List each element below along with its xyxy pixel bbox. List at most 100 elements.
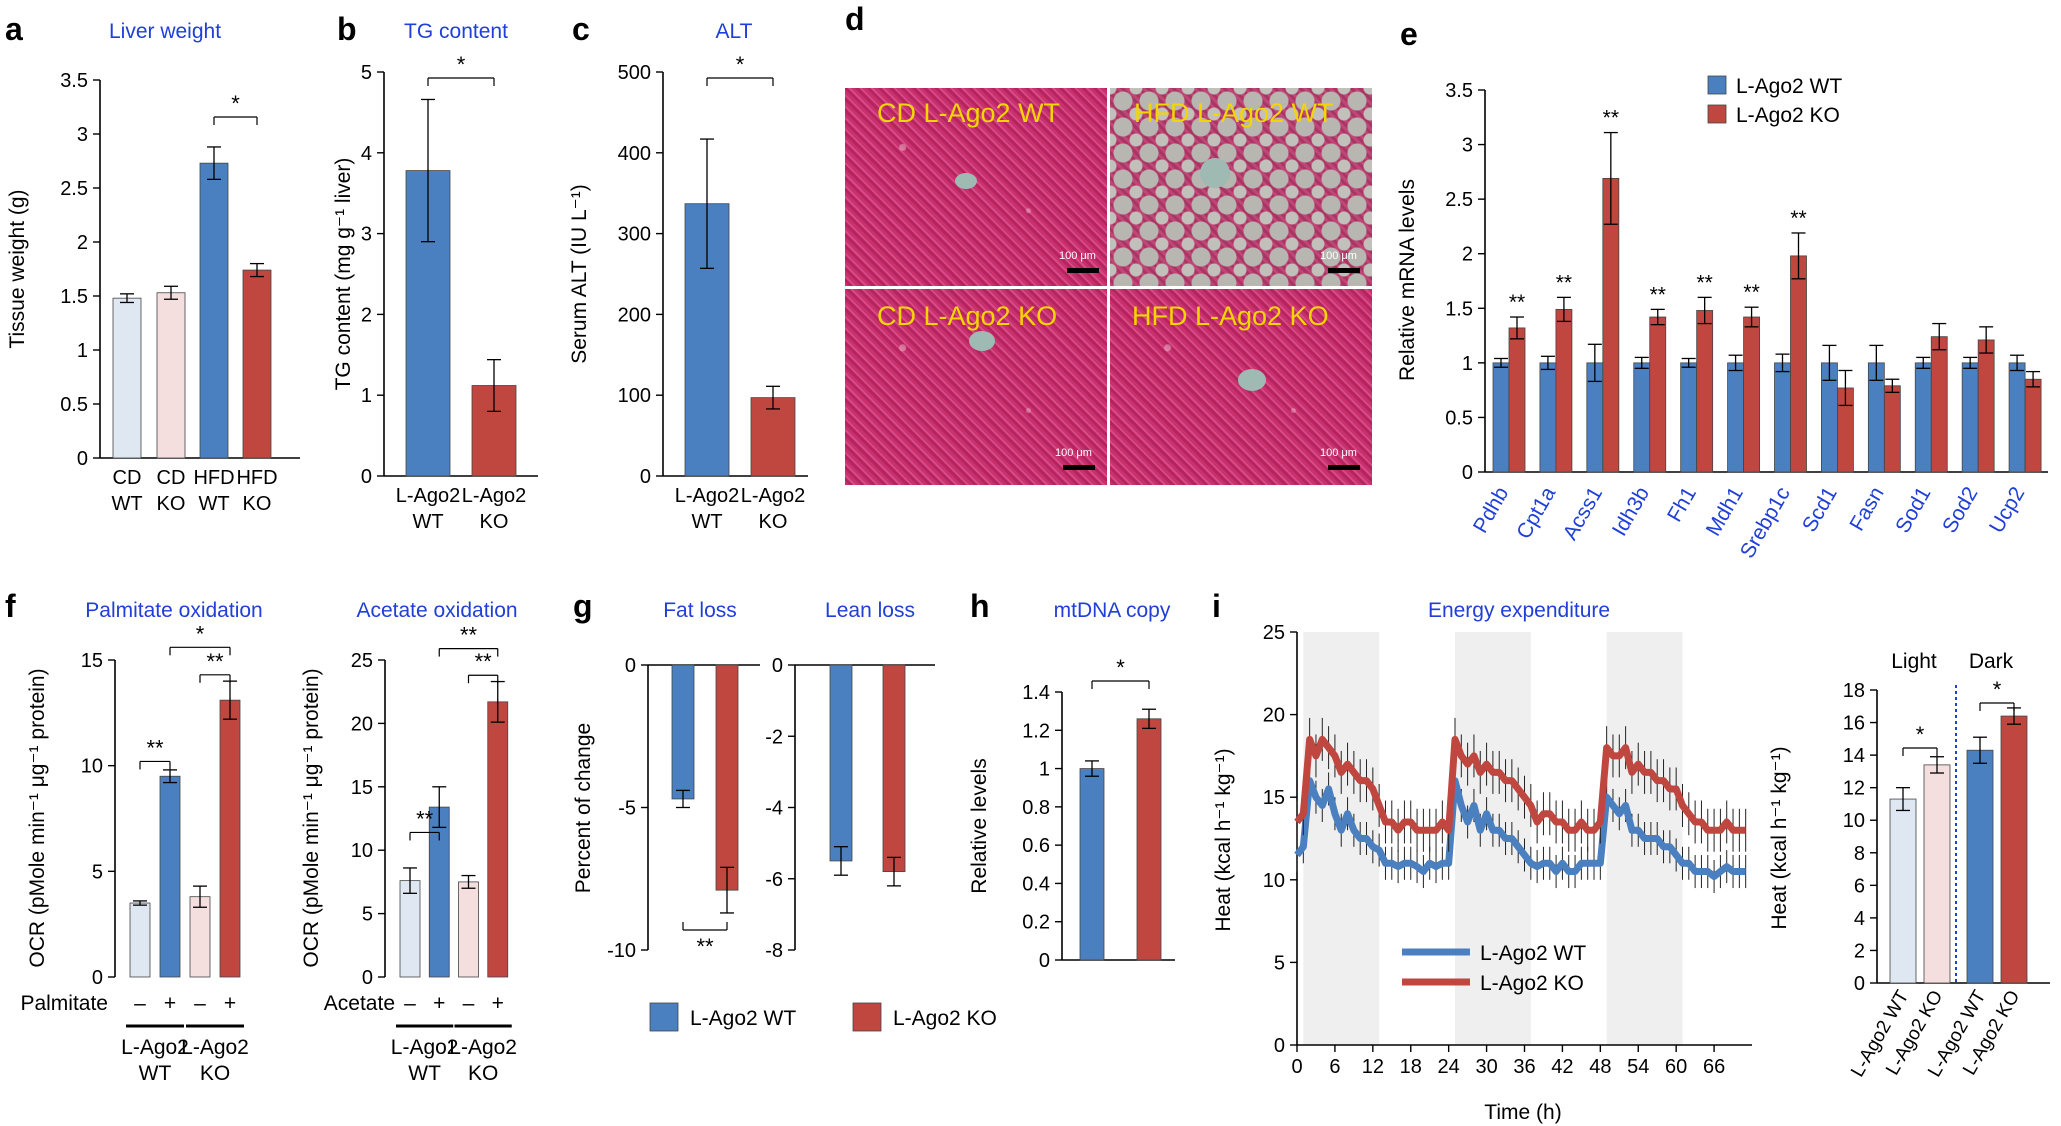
panel-title: Palmitate oxidation [85,599,262,622]
y-tick-label: 0 [625,655,636,677]
x-tick-label: Sod1 [1891,483,1935,537]
x-tick-label: Sod2 [1938,483,1982,537]
significance-label: * [231,91,240,116]
panel-title: Acetate oxidation [356,599,517,622]
bar [1930,336,1948,473]
y-tick-label: 4 [361,143,372,165]
treatment-sign: – [194,992,206,1015]
series-line-wt [1294,777,1746,880]
x-tick-label: L-Ago2 [675,485,740,507]
bar [189,896,211,978]
x-tick-label: Ucp2 [1985,483,2029,537]
scale-bar-label: 100 μm [1320,447,1357,459]
y-tick-label: 15 [1263,787,1285,809]
y-tick-label: -2 [765,726,783,748]
legend-label-wt: L-Ago2 WT [1736,75,1842,98]
bar [1923,764,1951,984]
histology-label: HFD L-Ago2 WT [1134,98,1334,128]
legend-label-ko: L-Ago2 KO [1480,972,1584,995]
y-tick-label: 5 [92,861,103,883]
panel-letter: i [1212,588,1221,624]
y-tick-label: 400 [618,143,651,165]
y-tick-label: 5 [362,904,373,926]
histology-hfd-ko: HFD L-Ago2 KO 100 μm [1110,289,1372,485]
x-tick-label: 6 [1329,1056,1340,1078]
panel-letter: c [572,11,590,47]
treatment-sign: + [164,992,176,1015]
central-vein [955,173,977,189]
treatment-label: Acetate [324,992,395,1015]
x-tick-label: KO [243,493,272,515]
legend-swatch-ko [852,1002,882,1032]
bar [1977,339,1995,473]
y-tick-label: 14 [1843,745,1865,767]
x-tick-label: CD [113,467,142,489]
scale-bar [1067,268,1099,273]
y-axis-label: Heat (kcal h⁻¹ kg⁻¹) [1768,746,1791,929]
legend-swatch-wt [1707,75,1727,95]
x-tick-label: WT [412,511,443,533]
y-tick-label: 15 [351,777,373,799]
y-tick-label: 3 [361,224,372,246]
legend-swatch-wt [649,1002,679,1032]
significance-label: ** [1790,207,1806,230]
treatment-sign: + [224,992,236,1015]
panel-letter: e [1400,16,1418,52]
y-axis-label: Serum ALT (IU L⁻¹) [568,184,591,364]
bar [219,699,241,978]
series-line-ko [1294,735,1746,834]
y-tick-label: 2 [1462,244,1473,266]
y-tick-label: 200 [618,304,651,326]
significance-label: ** [460,623,478,648]
bar [1743,316,1760,473]
bar [1136,718,1162,961]
scale-bar-label: 100 μm [1320,250,1357,262]
y-tick-label: 1.2 [1022,720,1050,742]
treatment-sign: + [433,992,445,1015]
treatment-sign: – [404,992,416,1015]
y-tick-label: 3 [1462,135,1473,157]
y-tick-label: 0 [1039,950,1050,972]
x-tick-label: 0 [1291,1056,1302,1078]
panel-title: TG content [404,20,508,43]
x-tick-label: HFD [193,467,234,489]
x-tick-label: Acss1 [1559,483,1608,544]
bar [1633,362,1651,473]
histology-hfd-wt: HFD L-Ago2 WT 100 μm [1110,88,1372,286]
x-tick-label: Fh1 [1663,483,1701,526]
histology-cd-wt: CD L-Ago2 WT 100 μm [845,88,1107,286]
y-tick-label: 10 [81,756,103,778]
significance-label: ** [416,806,434,831]
legend-label-ko: L-Ago2 KO [1736,104,1840,127]
bar [1914,362,1932,473]
bar [1649,316,1667,473]
group-label: WT [139,1062,172,1085]
y-tick-label: 10 [1843,810,1865,832]
y-tick-label: 0 [77,448,88,470]
panel-title: ALT [716,20,753,43]
y-tick-label: 2 [1854,940,1865,962]
scale-bar [1328,465,1360,470]
bar [487,701,509,978]
y-axis-label: OCR (pMole min⁻¹ μg⁻¹ protein) [26,668,49,967]
y-tick-label: 15 [81,650,103,672]
x-tick-label: 18 [1400,1056,1422,1078]
y-tick-label: 25 [1263,622,1285,644]
y-axis-label: Relative mRNA levels [1396,179,1419,381]
significance-label: ** [1509,291,1525,314]
x-tick-label: 30 [1475,1056,1497,1078]
significance-label: ** [475,649,493,674]
bar [242,269,272,459]
significance-label: * [457,52,466,77]
bar [1727,362,1744,473]
dark-label: Dark [1969,650,2014,673]
bar [156,292,186,459]
bar [1079,768,1105,961]
central-vein [1238,369,1266,391]
y-axis-label: OCR (pMole min⁻¹ μg⁻¹ protein) [300,668,323,967]
x-tick-label: Pdhb [1469,483,1513,537]
y-axis-label: Relative levels [968,758,991,893]
group-label: KO [200,1062,230,1085]
bar [2008,362,2026,473]
